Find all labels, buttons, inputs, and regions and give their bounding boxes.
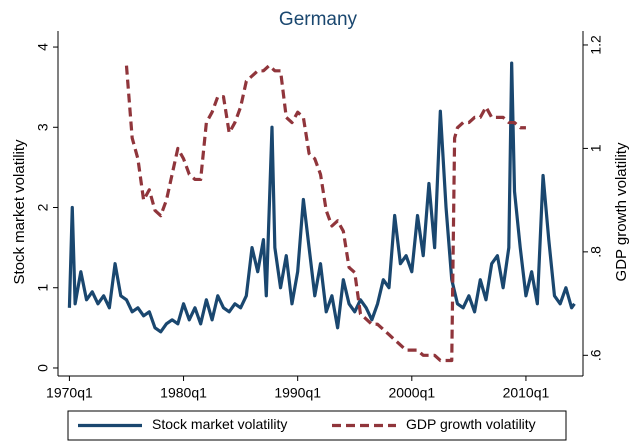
chart-title: Germany [279, 9, 358, 30]
legend-label: GDP growth volatility [406, 416, 536, 432]
y-tick-label: 2 [35, 203, 51, 211]
x-tick-label: 1970q1 [46, 385, 93, 401]
x-tick-label: 2000q1 [388, 385, 435, 401]
series-line [67, 61, 576, 334]
y2-tick-label: .8 [588, 246, 604, 258]
x-tick-label: 1980q1 [160, 385, 207, 401]
legend: Stock market volatility GDP growth volati… [67, 410, 567, 441]
y-tick-label: 4 [35, 43, 51, 51]
y2-tick-label: .6 [588, 349, 604, 361]
y-tick-label: 1 [35, 284, 51, 292]
y-tick-label: 3 [35, 123, 51, 131]
x-tick-label: 1990q1 [274, 385, 321, 401]
y2-axis-title: GDP growth volatility [613, 142, 630, 281]
x-tick-label: 2010q1 [503, 385, 550, 401]
y2-tick-label: 1 [588, 144, 604, 152]
y-tick-label: 0 [35, 364, 51, 372]
legend-box [67, 410, 567, 441]
y2-tick-label: 1.2 [588, 35, 604, 55]
legend-label: Stock market volatility [152, 416, 287, 432]
series-line [124, 64, 526, 363]
y-axis-title: Stock market volatility [11, 139, 28, 285]
